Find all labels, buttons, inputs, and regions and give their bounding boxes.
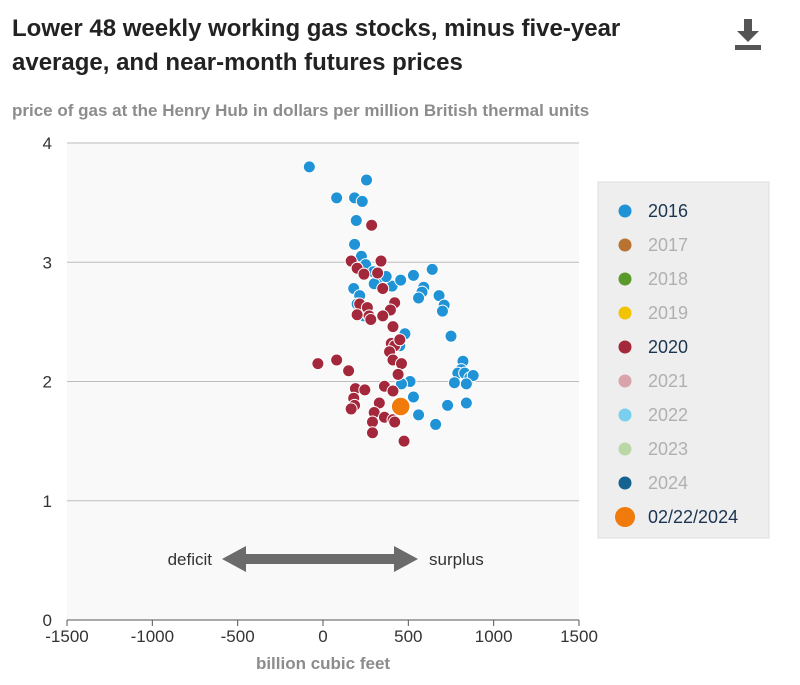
deficit-surplus-arrow: deficit surplus <box>168 546 484 572</box>
data-point-2016[interactable] <box>406 268 420 282</box>
legend-item-2016[interactable]: 2016 <box>618 201 689 221</box>
legend-marker <box>618 476 632 490</box>
legend-label: 2018 <box>648 269 688 289</box>
data-point-2020[interactable] <box>342 364 356 378</box>
legend-label: 2017 <box>648 235 688 255</box>
x-tick-label: -500 <box>221 627 255 646</box>
y-tick-label: 0 <box>43 611 52 630</box>
legend-marker <box>615 507 635 527</box>
data-point-2020[interactable] <box>386 384 400 398</box>
y-tick-label: 3 <box>43 253 52 272</box>
y-tick-label: 4 <box>43 134 52 153</box>
legend-label: 2020 <box>648 337 688 357</box>
data-point-2016[interactable] <box>412 408 426 422</box>
x-axis: -1500 -1000 -500 0 500 1000 1500 <box>45 619 598 646</box>
data-point-2020[interactable] <box>350 308 364 322</box>
x-axis-title: billion cubic feet <box>256 654 390 673</box>
data-point-2020[interactable] <box>397 434 411 448</box>
x-tick-label: 1500 <box>560 627 598 646</box>
data-point-2016[interactable] <box>441 398 455 412</box>
data-point-2020[interactable] <box>365 218 379 232</box>
legend-label: 2023 <box>648 439 688 459</box>
legend-label: 2024 <box>648 473 688 493</box>
data-point-2020[interactable] <box>376 309 390 323</box>
data-point-2020[interactable] <box>393 333 407 347</box>
y-tick-label: 2 <box>43 373 52 392</box>
deficit-label: deficit <box>168 550 213 569</box>
legend-marker <box>618 272 632 286</box>
data-point-2020[interactable] <box>365 415 379 429</box>
data-point-2016[interactable] <box>429 417 443 431</box>
data-point-2020[interactable] <box>371 266 385 280</box>
data-point-2020[interactable] <box>357 267 371 281</box>
data-point-2020[interactable] <box>374 254 388 268</box>
legend: 2016 2017 2018 2019 2020 2021 2022 2023 2024 02/2… <box>597 181 770 539</box>
legend-marker <box>618 442 632 456</box>
y-axis-title: price of gas at the Henry Hub in dollars… <box>12 101 590 120</box>
x-tick-label: 500 <box>394 627 422 646</box>
legend-item-2019[interactable]: 2019 <box>618 303 689 323</box>
data-point-2020[interactable] <box>365 426 379 440</box>
data-point-2020[interactable] <box>376 281 390 295</box>
data-point-2020[interactable] <box>391 367 405 381</box>
data-point-2020[interactable] <box>358 383 372 397</box>
legend-item-2022[interactable]: 2022 <box>618 405 689 425</box>
data-point-2016[interactable] <box>444 329 458 343</box>
legend-marker <box>618 306 632 320</box>
data-point-2020[interactable] <box>330 353 344 367</box>
legend-label: 2016 <box>648 201 688 221</box>
data-point-2016[interactable] <box>466 369 480 383</box>
data-point-2020[interactable] <box>386 320 400 334</box>
legend-label: 2021 <box>648 371 688 391</box>
legend-item-2021[interactable]: 2021 <box>618 371 689 391</box>
download-icon[interactable] <box>730 16 766 52</box>
data-point-2016[interactable] <box>302 160 316 174</box>
x-tick-label: -1000 <box>131 627 174 646</box>
data-point-2016[interactable] <box>394 273 408 287</box>
legend-marker <box>618 340 632 354</box>
data-point-2016[interactable] <box>360 173 374 187</box>
x-tick-label: -1500 <box>45 627 88 646</box>
data-point-2016[interactable] <box>447 376 461 390</box>
data-point-2016[interactable] <box>412 291 426 305</box>
legend-marker <box>618 408 632 422</box>
legend-label: 02/22/2024 <box>648 507 738 527</box>
data-point-02-22-2024[interactable] <box>390 396 411 417</box>
legend-item-2024[interactable]: 2024 <box>618 473 689 493</box>
legend-item-2018[interactable]: 2018 <box>618 269 689 289</box>
grid-lines <box>67 142 579 502</box>
data-points <box>302 160 480 448</box>
legend-marker <box>618 238 632 252</box>
surplus-label: surplus <box>429 550 484 569</box>
legend-label: 2022 <box>648 405 688 425</box>
x-tick-label: 1000 <box>475 627 513 646</box>
data-point-2020[interactable] <box>311 357 325 371</box>
data-point-2016[interactable] <box>425 262 439 276</box>
legend-item-2023[interactable]: 2023 <box>618 439 689 459</box>
legend-label: 2019 <box>648 303 688 323</box>
data-point-2016[interactable] <box>355 194 369 208</box>
y-axis: 0 1 2 3 4 <box>43 134 52 630</box>
legend-marker <box>618 374 632 388</box>
x-tick-label: 0 <box>318 627 327 646</box>
legend-item-2020[interactable]: 2020 <box>618 337 689 357</box>
data-point-2020[interactable] <box>344 402 358 416</box>
y-tick-label: 1 <box>43 492 52 511</box>
data-point-2016[interactable] <box>406 390 420 404</box>
data-point-2016[interactable] <box>435 304 449 318</box>
data-point-2016[interactable] <box>348 237 362 251</box>
data-point-2016[interactable] <box>459 396 473 410</box>
legend-item-2017[interactable]: 2017 <box>618 235 689 255</box>
data-point-2016[interactable] <box>349 214 363 228</box>
data-point-2020[interactable] <box>395 357 409 371</box>
data-point-2016[interactable] <box>459 377 473 391</box>
double-arrow-icon <box>222 546 418 572</box>
legend-item-02-22-2024[interactable]: 02/22/2024 <box>615 507 738 527</box>
data-point-2020[interactable] <box>364 312 378 326</box>
chart-title: Lower 48 weekly working gas stocks, minu… <box>12 15 621 76</box>
data-point-2016[interactable] <box>330 191 344 205</box>
data-point-2020[interactable] <box>388 415 402 429</box>
legend-marker <box>618 204 632 218</box>
